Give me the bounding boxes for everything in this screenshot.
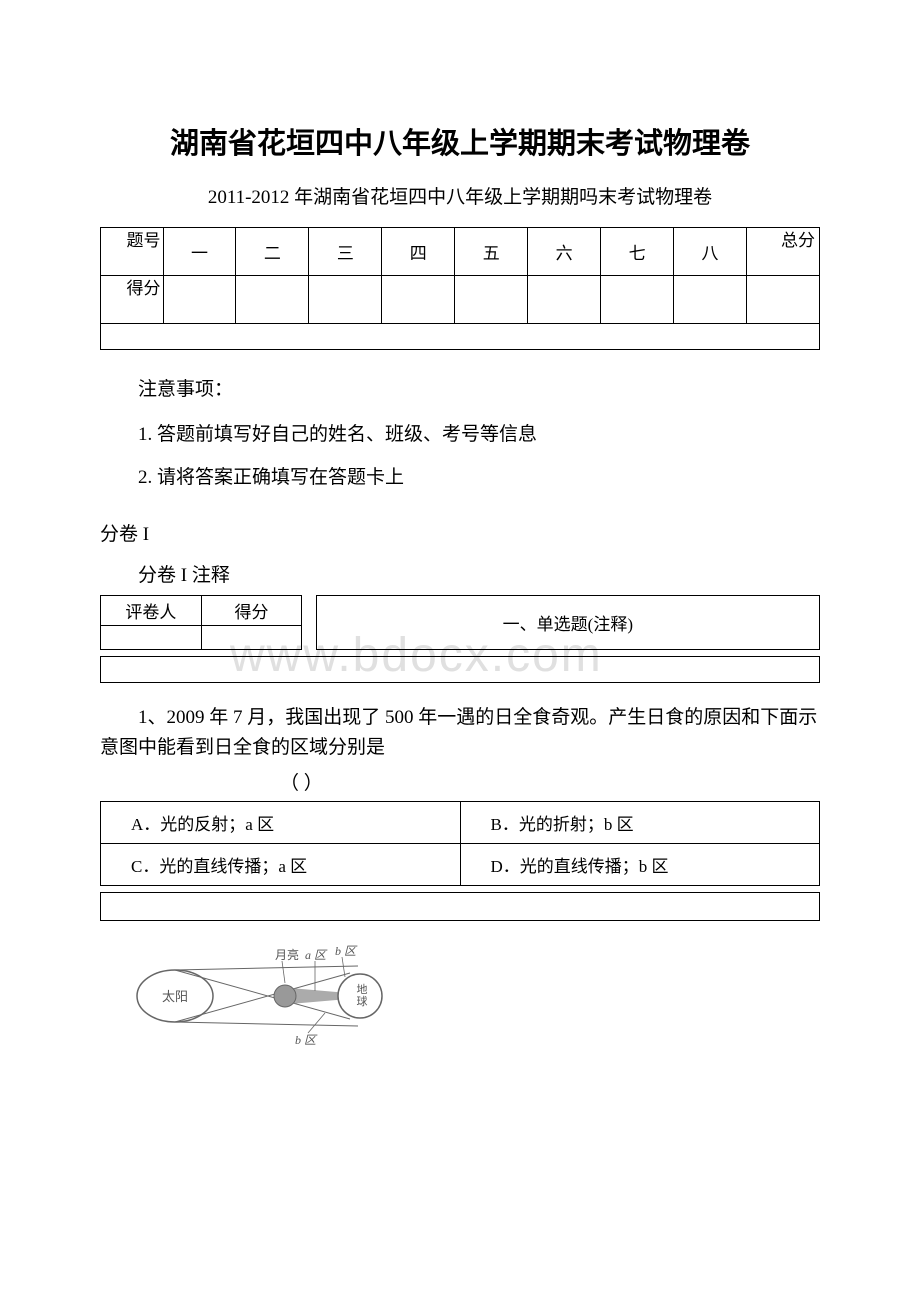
- score-row-label-score: 得分: [101, 276, 164, 324]
- grader-empty: [201, 626, 302, 650]
- score-cell: [747, 276, 820, 324]
- score-col-4: 四: [382, 228, 455, 276]
- score-cell: [601, 276, 674, 324]
- grader-col-person: 评卷人: [101, 596, 202, 626]
- region-a-label: a 区: [305, 948, 328, 962]
- grader-table: 评卷人 得分 一、单选题(注释): [100, 595, 820, 650]
- score-col-3: 三: [309, 228, 382, 276]
- empty-cell: [101, 892, 820, 920]
- score-col-7: 七: [601, 228, 674, 276]
- option-d: D．光的直线传播；b 区: [460, 843, 820, 885]
- score-col-1: 一: [163, 228, 236, 276]
- sun-label: 太阳: [162, 989, 188, 1004]
- grader-section-title: 一、单选题(注释): [316, 596, 819, 650]
- score-col-total: 总分: [747, 228, 820, 276]
- score-cell: [528, 276, 601, 324]
- question-1-text: 1、2009 年 7 月，我国出现了 500 年一遇的日全食奇观。产生日食的原因…: [100, 703, 820, 764]
- question-1-paren: （ ）: [100, 768, 820, 795]
- score-summary-table: 题号 一 二 三 四 五 六 七 八 总分 得分: [100, 227, 820, 350]
- grader-empty: [101, 626, 202, 650]
- question-1-options: A．光的反射；a 区 B．光的折射；b 区 C．光的直线传播；a 区 D．光的直…: [100, 801, 820, 886]
- score-empty-row: [101, 324, 820, 350]
- grader-bottom-row: [100, 656, 820, 683]
- page-title: 湖南省花垣四中八年级上学期期末考试物理卷: [100, 120, 820, 162]
- section-i-label: 分卷 I: [100, 519, 820, 546]
- section-i-sublabel: 分卷 I 注释: [100, 560, 820, 587]
- notes-heading: 注意事项：: [100, 374, 820, 401]
- earth-label-2: 球: [357, 994, 368, 1008]
- earth-label-1: 地: [357, 983, 368, 996]
- score-cell: [455, 276, 528, 324]
- options-bottom-row: [100, 892, 820, 921]
- moon-label: 月亮: [275, 947, 299, 962]
- region-b-top-label: b 区: [335, 944, 358, 958]
- option-c: C．光的直线传播；a 区: [101, 843, 461, 885]
- option-a: A．光的反射；a 区: [101, 801, 461, 843]
- score-col-5: 五: [455, 228, 528, 276]
- grader-gap: [302, 596, 316, 650]
- score-col-2: 二: [236, 228, 309, 276]
- score-row-label-num: 题号: [101, 228, 164, 276]
- score-col-6: 六: [528, 228, 601, 276]
- grader-col-score: 得分: [201, 596, 302, 626]
- score-cell: [674, 276, 747, 324]
- subtitle: 2011-2012 年湖南省花垣四中八年级上学期期吗末考试物理卷: [100, 182, 820, 209]
- eclipse-diagram: 太阳 地 球 月亮 a 区 b 区 b 区: [130, 941, 820, 1056]
- score-cell: [236, 276, 309, 324]
- score-cell: [382, 276, 455, 324]
- region-b-bottom-label: b 区: [295, 1033, 318, 1047]
- score-cell: [309, 276, 382, 324]
- option-b: B．光的折射；b 区: [460, 801, 820, 843]
- note-item-1: 1. 答题前填写好自己的姓名、班级、考号等信息: [100, 419, 820, 446]
- score-cell: [163, 276, 236, 324]
- empty-cell: [101, 657, 820, 683]
- score-col-8: 八: [674, 228, 747, 276]
- note-item-2: 2. 请将答案正确填写在答题卡上: [100, 462, 820, 489]
